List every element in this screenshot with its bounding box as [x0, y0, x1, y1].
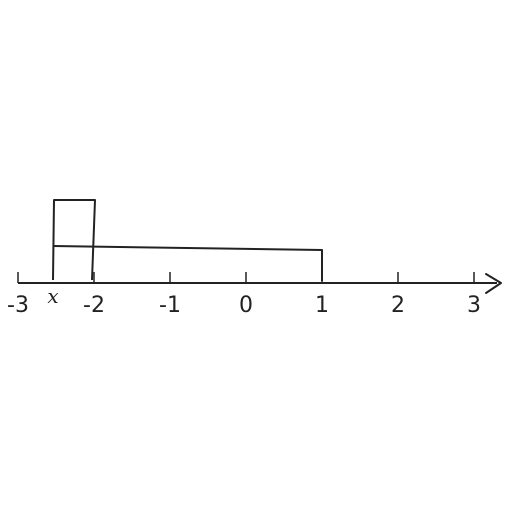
tick-label: 0: [239, 293, 253, 318]
tick-label: -3: [7, 293, 29, 318]
long-interval-bracket: [52, 245, 323, 281]
tick-labels: -3 -2 -1 0 1 2 3: [7, 293, 481, 318]
tick-label: -2: [83, 293, 105, 318]
tick-label: 1: [315, 293, 329, 318]
tick-label: -1: [159, 293, 181, 318]
tall-interval-bracket: [52, 199, 96, 281]
tick-marks: [17, 272, 475, 283]
tick-label: 3: [467, 293, 481, 318]
tick-label: 2: [391, 293, 405, 318]
axis-arrow-icon: [485, 273, 502, 294]
variable-x-label: x: [47, 284, 58, 308]
